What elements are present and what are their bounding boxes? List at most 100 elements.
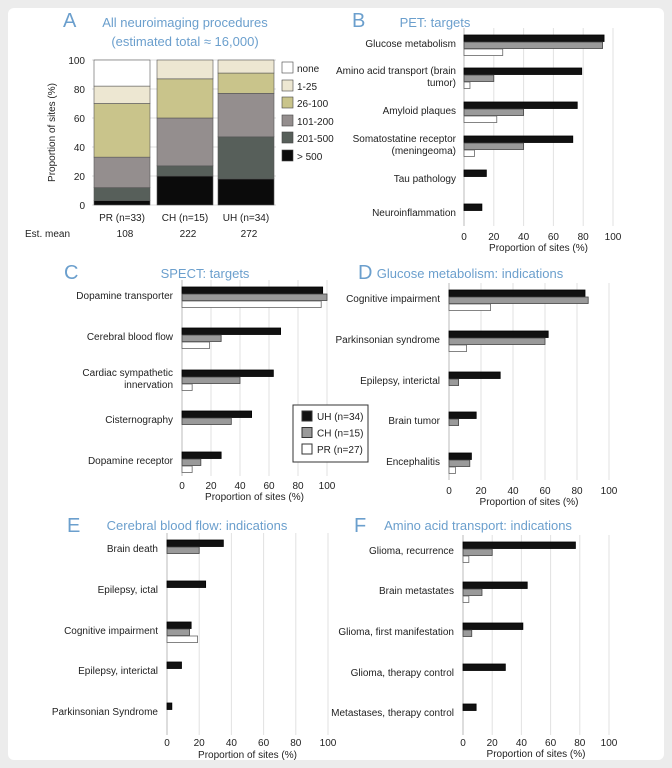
x-tick-label: 40 xyxy=(234,481,246,492)
legend-label: 1-25 xyxy=(297,82,317,93)
legend-swatch xyxy=(301,410,313,422)
bar-uh xyxy=(448,371,501,379)
bar-uh xyxy=(166,539,224,547)
legend-label: CH (n=15) xyxy=(317,429,363,440)
bar-uh xyxy=(448,289,586,297)
x-tick-label: 80 xyxy=(578,232,590,243)
legend-label: none xyxy=(297,64,320,75)
x-tick-label: 0 xyxy=(164,738,170,749)
y-tick-label: 80 xyxy=(74,85,86,96)
legend-label: PR (n=27) xyxy=(317,445,363,456)
x-axis-label: Proportion of sites (%) xyxy=(480,497,579,508)
panel-e: E Cerebral blood flow: indications 0 20 40 60… xyxy=(52,515,337,761)
y-tick-label: 60 xyxy=(74,114,86,125)
bar-ch xyxy=(166,628,190,636)
x-tick-label: 100 xyxy=(320,738,337,749)
x-tick-label: 20 xyxy=(488,232,500,243)
x-tick-label: 80 xyxy=(292,481,304,492)
bar-ch xyxy=(462,629,473,637)
bar-ch xyxy=(181,376,241,384)
bar-uh xyxy=(181,286,324,294)
legend-swatch xyxy=(301,443,313,455)
category-label: (meningeoma) xyxy=(392,146,456,157)
stacked-bar-segment xyxy=(156,175,214,206)
est-mean-value: 108 xyxy=(117,229,134,240)
x-tick-label: 80 xyxy=(574,738,586,749)
bar-pr xyxy=(463,48,504,56)
bar-ch xyxy=(463,41,603,49)
bar-uh xyxy=(166,621,192,629)
x-tick-label: 100 xyxy=(601,486,618,497)
category-label: Neuroinflammation xyxy=(372,208,456,219)
bar-uh xyxy=(462,703,477,711)
x-tick-label: 40 xyxy=(507,486,519,497)
x-tick-label: 100 xyxy=(319,481,336,492)
chart-title: All neuroimaging procedures xyxy=(102,15,268,30)
bar-ch xyxy=(448,378,460,386)
y-axis-label: Proportion of sites (%) xyxy=(47,83,58,182)
x-tick-label: 20 xyxy=(487,738,499,749)
stacked-bar-segment xyxy=(156,117,214,167)
legend-swatch xyxy=(281,131,294,144)
x-tick-label: 40 xyxy=(518,232,530,243)
x-tick-label: CH (n=15) xyxy=(162,213,208,224)
category-label: Dopamine receptor xyxy=(88,456,174,467)
bar-uh xyxy=(463,135,574,143)
panel-letter: E xyxy=(67,515,80,537)
x-axis-label: Proportion of sites (%) xyxy=(489,243,588,254)
stacked-bar-segment xyxy=(93,103,151,158)
bar-uh xyxy=(181,327,281,335)
category-label: Amino acid transport (brain xyxy=(336,66,456,77)
legend-swatch xyxy=(281,114,294,127)
bar-uh xyxy=(166,702,173,710)
stacked-bar-segment xyxy=(93,85,151,104)
est-mean-label: Est. mean xyxy=(25,229,70,240)
bar-uh xyxy=(463,34,605,42)
est-mean-value: 272 xyxy=(241,229,258,240)
chart-title: SPECT: targets xyxy=(161,266,250,281)
category-label: tumor) xyxy=(427,78,456,89)
category-label: Glioma, recurrence xyxy=(369,546,454,557)
panel-letter: F xyxy=(354,515,366,537)
panel-f: F Amino acid transport: indications 0 20 40 6… xyxy=(331,515,618,760)
panel-b: B PET: targets 0 20 40 60 80 100 Proportion of s… xyxy=(336,10,622,254)
bar-ch xyxy=(181,458,202,466)
x-tick-label: 40 xyxy=(226,738,238,749)
chart-title: Glucose metabolism: indications xyxy=(377,266,564,281)
x-tick-label: 100 xyxy=(601,738,618,749)
x-tick-label: 80 xyxy=(290,738,302,749)
panel-a: A All neuroimaging procedures (estimated t… xyxy=(25,10,334,240)
legend-label: UH (n=34) xyxy=(317,412,363,423)
category-label: Cognitive impairment xyxy=(346,294,440,305)
bar-pr xyxy=(448,344,468,352)
panel-c: C SPECT: targets 0 20 40 60 80 100 Proportion of… xyxy=(64,262,369,503)
x-axis-label: Proportion of sites (%) xyxy=(487,749,586,760)
bar-uh xyxy=(463,67,583,75)
legend-label: 201-500 xyxy=(297,134,334,145)
bar-uh xyxy=(462,541,576,549)
category-label: Cardiac sympathetic xyxy=(82,368,173,379)
legend-label: > 500 xyxy=(297,152,323,163)
bar-uh xyxy=(166,580,207,588)
bar-ch xyxy=(463,142,524,150)
category-label: Cognitive impairment xyxy=(64,626,158,637)
bar-uh xyxy=(462,622,524,630)
category-label: Brain metastates xyxy=(379,586,454,597)
stacked-bar-segment xyxy=(217,93,275,138)
bar-uh xyxy=(463,203,483,211)
x-axis-label: Proportion of sites (%) xyxy=(198,750,297,761)
bar-pr xyxy=(463,115,498,123)
stacked-bar-segment xyxy=(217,136,275,180)
stacked-bar-segment xyxy=(93,200,151,206)
x-tick-label: 60 xyxy=(545,738,557,749)
bar-uh xyxy=(448,330,549,338)
bar-pr xyxy=(463,81,471,89)
category-label: Parkinsonian syndrome xyxy=(336,335,441,346)
category-label: Dopamine transporter xyxy=(76,291,173,302)
bar-pr xyxy=(448,303,491,311)
x-tick-label: 40 xyxy=(516,738,528,749)
legend-swatch xyxy=(281,61,294,74)
panel-d: D Glucose metabolism: indications 0 20 40 60 8… xyxy=(336,262,618,508)
stacked-bar-segment xyxy=(93,187,151,201)
